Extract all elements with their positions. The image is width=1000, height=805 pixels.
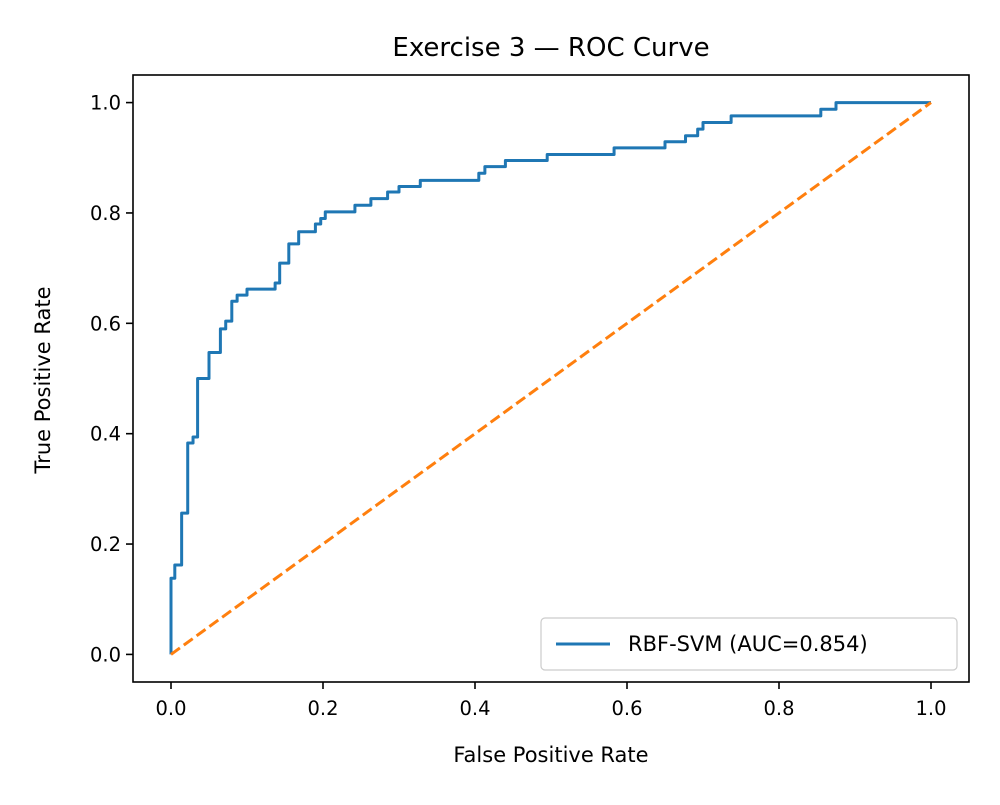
plot-area bbox=[169, 101, 932, 656]
legend-box bbox=[540, 617, 958, 671]
y-axis-label: True Positive Rate bbox=[31, 286, 55, 474]
x-tick-label: 0.6 bbox=[611, 697, 642, 720]
series-line-chance-diagonal bbox=[170, 101, 932, 656]
x-tick-label: 1.0 bbox=[915, 697, 946, 720]
axes-frame bbox=[132, 74, 970, 683]
y-axis-ticks: 0.0 0.2 0.4 0.6 0.8 1.0 bbox=[90, 92, 133, 666]
y-tick-label: 0.8 bbox=[90, 202, 121, 225]
x-tick-label: 0.0 bbox=[155, 697, 186, 720]
y-tick-label: 0.6 bbox=[90, 312, 121, 335]
y-tick-label: 0.2 bbox=[90, 533, 121, 556]
x-tick-label: 0.2 bbox=[307, 697, 338, 720]
y-tick-label: 0.4 bbox=[90, 423, 121, 446]
x-tick-label: 0.8 bbox=[763, 697, 794, 720]
series-line-rbf-svm bbox=[169, 101, 931, 655]
legend: RBF-SVM (AUC=0.854) bbox=[540, 617, 958, 671]
y-tick-label: 1.0 bbox=[90, 92, 121, 115]
legend-label-rbf-svm: RBF-SVM (AUC=0.854) bbox=[628, 632, 868, 656]
y-tick-label: 0.0 bbox=[90, 643, 121, 666]
chart-title: Exercise 3 — ROC Curve bbox=[392, 33, 709, 63]
x-tick-label: 0.4 bbox=[459, 697, 490, 720]
x-axis-label: False Positive Rate bbox=[453, 743, 648, 767]
x-axis-ticks: 0.0 0.2 0.4 0.6 0.8 1.0 bbox=[155, 682, 947, 720]
